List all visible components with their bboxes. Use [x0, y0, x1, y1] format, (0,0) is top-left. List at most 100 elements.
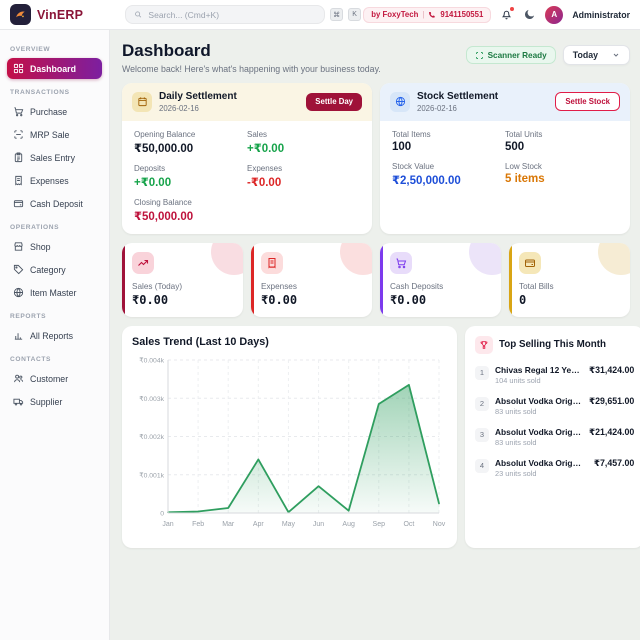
total-items-label: Total Items [392, 129, 431, 139]
top-selling-row: 1 Chivas Regal 12 Years ... 104 units so… [475, 365, 634, 385]
sidebar-item-sales-entry[interactable]: Sales Entry [7, 147, 102, 168]
app-logo-icon [10, 4, 31, 25]
sidebar-item-label: Sales Entry [30, 152, 75, 163]
store-icon [14, 242, 23, 251]
clipboard-icon [14, 152, 23, 163]
top-selling-row: 3 Absolut Vodka Origina... 83 units sold… [475, 427, 634, 447]
svg-text:Oct: Oct [403, 521, 414, 528]
sidebar-item-cash-deposit[interactable]: Cash Deposit [7, 193, 102, 214]
sidebar-item-purchase[interactable]: Purchase [7, 101, 102, 122]
settle-day-button[interactable]: Settle Day [306, 92, 362, 111]
svg-text:Jan: Jan [162, 521, 173, 528]
sidebar-item-mrp-sale[interactable]: MRP Sale [7, 124, 102, 145]
top-bar: VinERP ⌘ K by FoxyTech | 9141150551 [0, 0, 640, 30]
notifications-button[interactable] [500, 6, 515, 22]
decorative-bubble [340, 242, 372, 275]
svg-text:Feb: Feb [192, 521, 204, 528]
calendar-icon [137, 97, 147, 107]
opening-balance-label: Opening Balance [134, 129, 196, 139]
truck-icon [13, 398, 24, 406]
product-name: Chivas Regal 12 Years ... [495, 364, 583, 375]
sidebar-item-label: Shop [30, 241, 51, 252]
vendor-name: by FoxyTech [371, 10, 419, 19]
svg-text:Aug: Aug [342, 521, 355, 528]
sales-trend-chart: 0 ₹0.001k ₹0.002k ₹0.003k ₹0.004k Jan Feb Mar Ap… [139, 357, 445, 528]
chart-title: Sales Trend (Last 10 Days) [132, 335, 269, 348]
sidebar-item-label: Category [30, 264, 66, 275]
page-header: Dashboard Welcome back! Here's what's ha… [122, 41, 630, 74]
closing-balance-value: ₹50,000.00 [134, 210, 194, 223]
scanner-ready-badge: Scanner Ready [465, 46, 556, 64]
decorative-bubble [469, 242, 501, 275]
stock-settlement-title: Stock Settlement [417, 91, 499, 102]
sidebar-item-label: Cash Deposit [30, 198, 83, 209]
rank-badge: 4 [475, 458, 489, 473]
dark-mode-toggle[interactable] [523, 8, 536, 21]
expenses-value: -₹0.00 [247, 176, 282, 189]
sidebar-item-all-reports[interactable]: All Reports [7, 325, 102, 346]
period-dropdown[interactable]: Today [562, 45, 630, 65]
low-stock-value: 5 items [505, 172, 545, 185]
sidebar-item-shop[interactable]: Shop [7, 236, 102, 257]
receipt-icon [15, 175, 22, 186]
deposits-label: Deposits [134, 163, 166, 173]
bell-icon [502, 10, 512, 19]
expenses-label: Expenses [247, 163, 283, 173]
tag-icon [13, 264, 24, 275]
sidebar-item-label: Supplier [30, 396, 63, 407]
sidebar-item-label: All Reports [30, 330, 74, 341]
top-selling-row: 2 Absolut Vodka Origina... 83 units sold… [475, 396, 634, 416]
units-sold: 23 units sold [495, 468, 537, 478]
main-content: Dashboard Welcome back! Here's what's ha… [110, 30, 640, 640]
stat-label: Expenses [261, 281, 297, 291]
stat-label: Total Bills [519, 281, 554, 291]
stat-card-sales-today: Sales (Today) ₹0.00 [122, 242, 243, 317]
svg-text:Apr: Apr [253, 521, 265, 528]
sidebar-item-label: Dashboard [30, 63, 76, 74]
settlement-cards: Daily Settlement 2026-02-16 Settle Day O… [122, 83, 630, 234]
stat-label: Cash Deposits [390, 281, 444, 291]
sidebar-item-category[interactable]: Category [7, 259, 102, 280]
search-input[interactable] [148, 9, 317, 20]
vendor-phone: 9141150551 [440, 10, 484, 19]
stat-value: ₹0.00 [261, 292, 298, 307]
units-sold: 83 units sold [495, 437, 537, 447]
top-selling-card: Top Selling This Month 1 Chivas Regal 12… [465, 325, 640, 548]
stat-card-expenses: Expenses ₹0.00 [251, 242, 372, 317]
sidebar-section-contacts: CONTACTS [10, 356, 51, 363]
bottom-row: Sales Trend (Last 10 Days) 0 ₹0.001k ₹0.00… [122, 325, 640, 548]
vendor-badge: by FoxyTech | 9141150551 [363, 6, 492, 23]
svg-text:Jun: Jun [313, 521, 324, 528]
rank-badge: 1 [475, 365, 489, 380]
vendor-divider: | [422, 10, 425, 19]
sidebar-item-dashboard[interactable]: Dashboard [7, 58, 102, 79]
page-subtitle: Welcome back! Here's what's happening wi… [122, 64, 381, 74]
stock-value-value: ₹2,50,000.00 [392, 174, 461, 187]
global-search: ⌘ K [125, 5, 362, 24]
chevron-down-icon [613, 53, 619, 57]
sidebar-item-label: Purchase [30, 106, 68, 117]
sales-trend-card: Sales Trend (Last 10 Days) 0 ₹0.001k ₹0.00… [122, 325, 457, 548]
sidebar-item-expenses[interactable]: Expenses [7, 170, 102, 191]
trending-up-icon [138, 259, 149, 266]
user-avatar[interactable]: A [545, 5, 564, 24]
cmd-keycap: ⌘ [330, 8, 344, 21]
sidebar-item-item-master[interactable]: Item Master [7, 282, 102, 303]
stat-label: Sales (Today) [132, 281, 183, 291]
page-title: Dashboard [122, 41, 211, 60]
product-amount: ₹29,651.00 [589, 395, 635, 406]
decorative-bubble [211, 242, 243, 275]
sidebar: OVERVIEW Dashboard TRANSACTIONS Purchase… [0, 30, 110, 640]
sidebar-item-customer[interactable]: Customer [7, 368, 102, 389]
sales-label: Sales [247, 129, 268, 139]
units-sold: 83 units sold [495, 406, 537, 416]
k-keycap: K [348, 8, 362, 21]
sidebar-item-label: Expenses [30, 175, 69, 186]
rank-badge: 3 [475, 427, 489, 442]
svg-text:₹0.004k: ₹0.004k [139, 357, 164, 364]
settle-stock-button[interactable]: Settle Stock [555, 92, 620, 112]
sidebar-item-supplier[interactable]: Supplier [7, 391, 102, 412]
search-icon [135, 11, 142, 18]
search-box[interactable] [125, 5, 326, 24]
